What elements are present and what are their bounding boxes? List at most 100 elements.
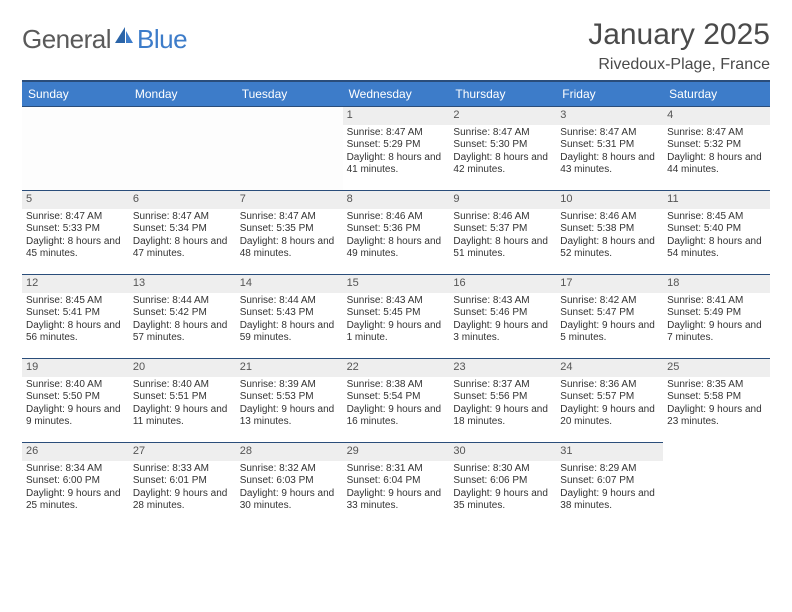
day-header: Friday [556, 82, 663, 106]
sunset-line: Sunset: 5:43 PM [240, 307, 339, 320]
day-body: Sunrise: 8:47 AMSunset: 5:33 PMDaylight:… [22, 209, 129, 263]
calendar-cell-blank [236, 106, 343, 190]
daylight-line: Daylight: 8 hours and 48 minutes. [240, 236, 339, 261]
daylight-line: Daylight: 9 hours and 11 minutes. [133, 404, 232, 429]
day-number: 21 [236, 359, 343, 377]
daylight-line: Daylight: 9 hours and 38 minutes. [560, 488, 659, 513]
day-number: 31 [556, 443, 663, 461]
calendar-cell: 31Sunrise: 8:29 AMSunset: 6:07 PMDayligh… [556, 442, 663, 526]
calendar-cell: 3Sunrise: 8:47 AMSunset: 5:31 PMDaylight… [556, 106, 663, 190]
day-body: Sunrise: 8:34 AMSunset: 6:00 PMDaylight:… [22, 461, 129, 515]
calendar-cell: 30Sunrise: 8:30 AMSunset: 6:06 PMDayligh… [449, 442, 556, 526]
daylight-line: Daylight: 9 hours and 35 minutes. [453, 488, 552, 513]
sunset-line: Sunset: 5:45 PM [347, 307, 446, 320]
sunrise-line: Sunrise: 8:46 AM [347, 211, 446, 224]
calendar-cell: 2Sunrise: 8:47 AMSunset: 5:30 PMDaylight… [449, 106, 556, 190]
calendar-cell: 21Sunrise: 8:39 AMSunset: 5:53 PMDayligh… [236, 358, 343, 442]
day-number: 6 [129, 191, 236, 209]
sunrise-line: Sunrise: 8:40 AM [26, 379, 125, 392]
sunset-line: Sunset: 5:50 PM [26, 391, 125, 404]
calendar-cell: 28Sunrise: 8:32 AMSunset: 6:03 PMDayligh… [236, 442, 343, 526]
calendar-cell-blank [22, 106, 129, 190]
day-body: Sunrise: 8:40 AMSunset: 5:50 PMDaylight:… [22, 377, 129, 431]
sunset-line: Sunset: 5:40 PM [667, 223, 766, 236]
day-body: Sunrise: 8:46 AMSunset: 5:38 PMDaylight:… [556, 209, 663, 263]
sunrise-line: Sunrise: 8:47 AM [453, 127, 552, 140]
day-body: Sunrise: 8:43 AMSunset: 5:46 PMDaylight:… [449, 293, 556, 347]
day-number: 11 [663, 191, 770, 209]
calendar-cell: 22Sunrise: 8:38 AMSunset: 5:54 PMDayligh… [343, 358, 450, 442]
calendar-cell: 16Sunrise: 8:43 AMSunset: 5:46 PMDayligh… [449, 274, 556, 358]
calendar-cell: 25Sunrise: 8:35 AMSunset: 5:58 PMDayligh… [663, 358, 770, 442]
page-title: January 2025 [588, 18, 770, 52]
day-body: Sunrise: 8:35 AMSunset: 5:58 PMDaylight:… [663, 377, 770, 431]
sunrise-line: Sunrise: 8:31 AM [347, 463, 446, 476]
day-number: 7 [236, 191, 343, 209]
sunrise-line: Sunrise: 8:47 AM [133, 211, 232, 224]
sunrise-line: Sunrise: 8:47 AM [347, 127, 446, 140]
daylight-line: Daylight: 8 hours and 54 minutes. [667, 236, 766, 261]
daylight-line: Daylight: 9 hours and 30 minutes. [240, 488, 339, 513]
sunrise-line: Sunrise: 8:47 AM [240, 211, 339, 224]
sunset-line: Sunset: 5:36 PM [347, 223, 446, 236]
brand-part2: Blue [137, 24, 187, 55]
sunrise-line: Sunrise: 8:30 AM [453, 463, 552, 476]
brand-logo: General Blue [22, 18, 187, 55]
day-number: 24 [556, 359, 663, 377]
sunrise-line: Sunrise: 8:41 AM [667, 295, 766, 308]
sail-icon [113, 25, 135, 45]
daylight-line: Daylight: 8 hours and 49 minutes. [347, 236, 446, 261]
calendar-cell: 11Sunrise: 8:45 AMSunset: 5:40 PMDayligh… [663, 190, 770, 274]
sunrise-line: Sunrise: 8:44 AM [240, 295, 339, 308]
sunset-line: Sunset: 5:30 PM [453, 139, 552, 152]
day-body: Sunrise: 8:46 AMSunset: 5:37 PMDaylight:… [449, 209, 556, 263]
sunset-line: Sunset: 5:56 PM [453, 391, 552, 404]
day-number: 22 [343, 359, 450, 377]
calendar-cell: 18Sunrise: 8:41 AMSunset: 5:49 PMDayligh… [663, 274, 770, 358]
sunset-line: Sunset: 5:29 PM [347, 139, 446, 152]
day-body: Sunrise: 8:42 AMSunset: 5:47 PMDaylight:… [556, 293, 663, 347]
day-header: Sunday [22, 82, 129, 106]
sunset-line: Sunset: 5:47 PM [560, 307, 659, 320]
daylight-line: Daylight: 8 hours and 56 minutes. [26, 320, 125, 345]
sunset-line: Sunset: 5:35 PM [240, 223, 339, 236]
calendar-cell: 9Sunrise: 8:46 AMSunset: 5:37 PMDaylight… [449, 190, 556, 274]
calendar-page: General Blue January 2025 Rivedoux-Plage… [0, 0, 792, 544]
daylight-line: Daylight: 9 hours and 28 minutes. [133, 488, 232, 513]
daylight-line: Daylight: 9 hours and 3 minutes. [453, 320, 552, 345]
sunset-line: Sunset: 5:42 PM [133, 307, 232, 320]
calendar-cell: 23Sunrise: 8:37 AMSunset: 5:56 PMDayligh… [449, 358, 556, 442]
calendar-cell: 4Sunrise: 8:47 AMSunset: 5:32 PMDaylight… [663, 106, 770, 190]
day-number: 19 [22, 359, 129, 377]
day-body: Sunrise: 8:38 AMSunset: 5:54 PMDaylight:… [343, 377, 450, 431]
calendar-grid: SundayMondayTuesdayWednesdayThursdayFrid… [22, 80, 770, 526]
sunrise-line: Sunrise: 8:34 AM [26, 463, 125, 476]
sunset-line: Sunset: 5:53 PM [240, 391, 339, 404]
calendar-cell: 12Sunrise: 8:45 AMSunset: 5:41 PMDayligh… [22, 274, 129, 358]
daylight-line: Daylight: 9 hours and 18 minutes. [453, 404, 552, 429]
header: General Blue January 2025 Rivedoux-Plage… [22, 18, 770, 74]
sunset-line: Sunset: 5:57 PM [560, 391, 659, 404]
day-header: Wednesday [343, 82, 450, 106]
calendar-cell: 15Sunrise: 8:43 AMSunset: 5:45 PMDayligh… [343, 274, 450, 358]
sunset-line: Sunset: 5:51 PM [133, 391, 232, 404]
day-body: Sunrise: 8:45 AMSunset: 5:40 PMDaylight:… [663, 209, 770, 263]
daylight-line: Daylight: 8 hours and 41 minutes. [347, 152, 446, 177]
sunrise-line: Sunrise: 8:46 AM [453, 211, 552, 224]
sunrise-line: Sunrise: 8:45 AM [667, 211, 766, 224]
day-number: 13 [129, 275, 236, 293]
day-body: Sunrise: 8:47 AMSunset: 5:30 PMDaylight:… [449, 125, 556, 179]
sunrise-line: Sunrise: 8:32 AM [240, 463, 339, 476]
sunset-line: Sunset: 6:03 PM [240, 475, 339, 488]
day-body: Sunrise: 8:36 AMSunset: 5:57 PMDaylight:… [556, 377, 663, 431]
day-header: Tuesday [236, 82, 343, 106]
calendar-cell: 27Sunrise: 8:33 AMSunset: 6:01 PMDayligh… [129, 442, 236, 526]
daylight-line: Daylight: 9 hours and 1 minute. [347, 320, 446, 345]
calendar-cell: 7 Sunrise: 8:47 AMSunset: 5:35 PMDaylight… [236, 190, 343, 274]
day-number: 2 [449, 107, 556, 125]
day-number: 1 [343, 107, 450, 125]
day-body: Sunrise: 8:33 AMSunset: 6:01 PMDaylight:… [129, 461, 236, 515]
daylight-line: Daylight: 9 hours and 13 minutes. [240, 404, 339, 429]
sunrise-line: Sunrise: 8:29 AM [560, 463, 659, 476]
daylight-line: Daylight: 8 hours and 47 minutes. [133, 236, 232, 261]
